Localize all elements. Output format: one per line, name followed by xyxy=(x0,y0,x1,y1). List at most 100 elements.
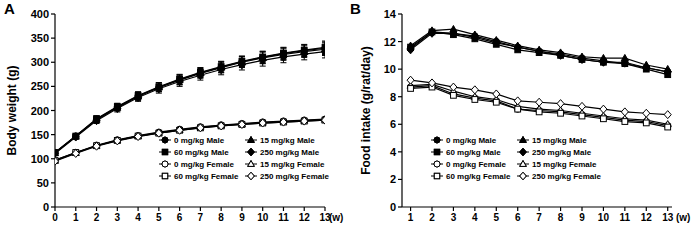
x-tick xyxy=(324,207,325,211)
x-tick-label: 8 xyxy=(558,212,564,223)
x-tick xyxy=(158,207,159,211)
legend-marker xyxy=(434,149,439,154)
x-tick-label: 4 xyxy=(472,212,478,223)
legend-marker xyxy=(162,149,167,154)
y-tick xyxy=(51,110,55,111)
x-tick-label: 7 xyxy=(198,212,204,223)
data-point xyxy=(407,76,414,84)
error-cap xyxy=(301,59,307,60)
series-line xyxy=(411,84,668,124)
error-cap xyxy=(239,69,245,70)
legend-marker xyxy=(434,161,440,167)
series-line xyxy=(55,120,325,161)
data-point xyxy=(493,90,500,98)
figure: ABody weight (g)050100150200250300350400… xyxy=(0,0,693,239)
data-point xyxy=(450,29,457,37)
data-point xyxy=(280,118,287,126)
data-point xyxy=(536,47,543,55)
x-tick-label: 10 xyxy=(257,212,269,223)
data-point xyxy=(493,99,499,105)
data-point xyxy=(621,58,628,66)
x-tick xyxy=(646,207,647,211)
x-tick-label: 11 xyxy=(278,212,289,223)
error-cap xyxy=(197,67,203,68)
data-point xyxy=(428,29,435,37)
error-bar xyxy=(218,62,224,73)
data-point xyxy=(301,117,308,125)
x-tick xyxy=(539,207,540,211)
legend-marker xyxy=(434,149,439,154)
x-tick xyxy=(262,207,263,211)
data-point xyxy=(601,116,607,122)
data-point xyxy=(600,58,607,66)
x-tick-label: 2 xyxy=(94,212,100,223)
data-point xyxy=(176,126,183,134)
series-line xyxy=(55,52,325,154)
data-point xyxy=(471,33,478,41)
data-point xyxy=(55,149,59,157)
legend-label: 60 mg/kg Female xyxy=(174,172,239,181)
error-bar xyxy=(114,105,120,112)
data-point xyxy=(176,78,183,86)
legend-marker xyxy=(520,172,527,180)
y-tick xyxy=(51,158,55,159)
y-tick-label: 250 xyxy=(31,80,49,92)
x-tick xyxy=(431,207,432,211)
data-point xyxy=(579,113,585,119)
x-tick-label: 12 xyxy=(299,212,311,223)
error-bar xyxy=(260,55,266,67)
data-point xyxy=(557,100,564,108)
data-point xyxy=(578,55,585,63)
x-tick-label: 2 xyxy=(429,212,435,223)
legend-marker xyxy=(520,137,527,143)
data-point xyxy=(238,120,245,128)
legend-marker xyxy=(434,137,440,143)
data-point xyxy=(280,53,287,61)
error-bar xyxy=(322,45,325,58)
x-tick xyxy=(179,207,180,211)
data-point xyxy=(135,93,142,101)
y-tick xyxy=(398,179,402,180)
legend-marker xyxy=(520,161,527,167)
x-tick-label: 9 xyxy=(239,212,245,223)
y-tick-label: 12 xyxy=(384,36,396,48)
y-axis-label: Food intake (g/rat/day) xyxy=(359,46,373,175)
y-tick-label: 350 xyxy=(31,32,49,44)
x-axis xyxy=(55,206,325,207)
y-tick xyxy=(51,13,55,14)
data-point xyxy=(197,71,204,79)
error-bar xyxy=(280,51,286,63)
x-tick xyxy=(410,207,411,211)
y-tick xyxy=(51,86,55,87)
data-point xyxy=(578,102,585,110)
data-point xyxy=(451,92,457,98)
legend-marker xyxy=(248,161,255,167)
panel-label: A xyxy=(4,0,15,17)
x-tick-label: 11 xyxy=(620,212,631,223)
data-point xyxy=(93,117,100,125)
y-tick-label: 150 xyxy=(31,129,49,141)
x-tick-label: 4 xyxy=(135,212,141,223)
legend-label: 15 mg/kg Male xyxy=(532,136,587,145)
x-axis-label: (w) xyxy=(676,212,690,223)
x-tick-label: 8 xyxy=(218,212,224,223)
data-point xyxy=(621,108,628,116)
error-bar xyxy=(218,64,224,75)
data-point xyxy=(450,83,457,91)
legend-label: 250 mg/kg Female xyxy=(260,172,329,181)
legend-marker xyxy=(162,173,167,178)
series-line xyxy=(55,120,325,160)
x-tick-label: 1 xyxy=(73,212,79,223)
x-tick xyxy=(560,207,561,211)
data-point xyxy=(428,79,435,87)
legend-marker xyxy=(248,148,255,156)
error-cap xyxy=(322,57,325,58)
data-point xyxy=(407,46,414,54)
error-cap xyxy=(239,55,245,56)
y-axis xyxy=(401,14,402,207)
y-tick-label: 2 xyxy=(390,173,396,185)
data-point xyxy=(643,120,649,126)
x-tick-label: 6 xyxy=(515,212,521,223)
data-point xyxy=(301,50,308,58)
data-point xyxy=(600,105,607,113)
